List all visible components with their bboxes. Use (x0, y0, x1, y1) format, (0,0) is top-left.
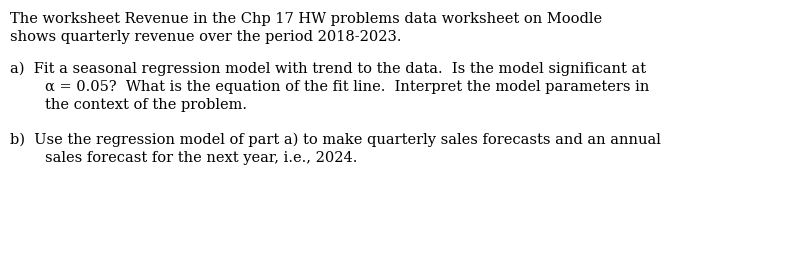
Text: the context of the problem.: the context of the problem. (45, 98, 247, 112)
Text: shows quarterly revenue over the period 2018-2023.: shows quarterly revenue over the period … (10, 30, 402, 44)
Text: α = 0.05?  What is the equation of the fit line.  Interpret the model parameters: α = 0.05? What is the equation of the fi… (45, 80, 649, 94)
Text: b)  Use the regression model of part a) to make quarterly sales forecasts and an: b) Use the regression model of part a) t… (10, 133, 661, 148)
Text: The worksheet Revenue in the Chp 17 HW problems data worksheet on Moodle: The worksheet Revenue in the Chp 17 HW p… (10, 12, 602, 26)
Text: a)  Fit a seasonal regression model with trend to the data.  Is the model signif: a) Fit a seasonal regression model with … (10, 62, 646, 76)
Text: sales forecast for the next year, i.e., 2024.: sales forecast for the next year, i.e., … (45, 151, 357, 165)
